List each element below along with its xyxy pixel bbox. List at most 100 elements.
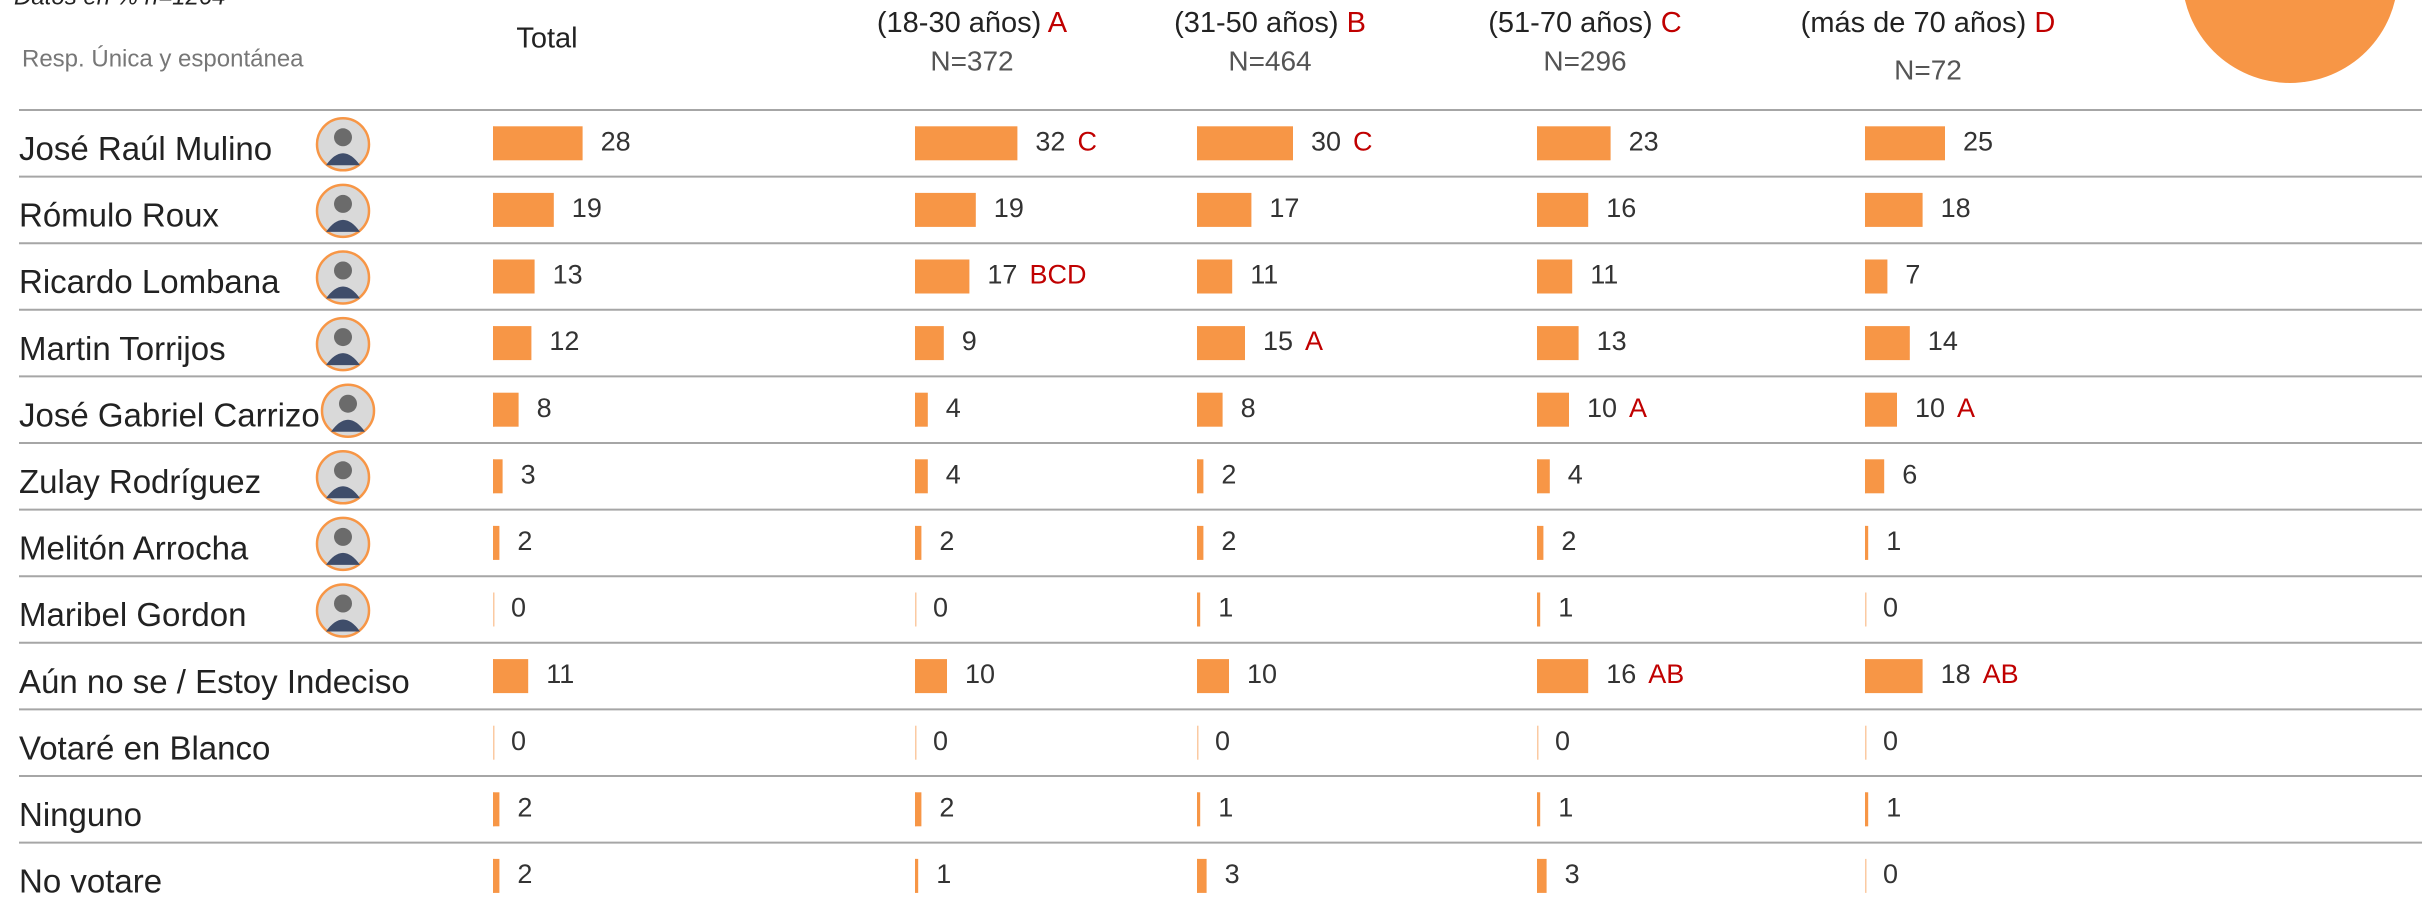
bar <box>1537 459 1550 494</box>
value-label: 4 <box>946 393 961 423</box>
bar <box>493 659 529 694</box>
bar <box>1865 659 1923 694</box>
row-label: Votaré en Blanco <box>19 729 270 766</box>
note: Datos en % n=1264 <box>14 0 226 10</box>
value-label: 18 <box>1941 193 1971 223</box>
column-header: (más de 70 años) D <box>1801 7 2056 39</box>
photo-body <box>331 419 365 432</box>
significance-label: AB <box>1648 659 1684 689</box>
bar <box>1865 259 1888 294</box>
significance-label: C <box>1077 126 1097 156</box>
bar <box>1537 659 1589 694</box>
bar <box>1197 525 1204 560</box>
value-label: 1 <box>1886 526 1901 556</box>
row-label: Martin Torrijos <box>19 330 226 367</box>
significance-label: BCD <box>1029 260 1086 290</box>
bar <box>1865 326 1910 361</box>
bar <box>1865 525 1869 560</box>
bar <box>915 392 928 427</box>
bar <box>1537 326 1579 361</box>
group-name: (31-50 años) <box>1174 7 1338 39</box>
value-label: 2 <box>1561 526 1576 556</box>
significance-label: AB <box>1983 659 2019 689</box>
value-label: 11 <box>546 659 574 689</box>
value-label: 1 <box>936 859 951 889</box>
photo-body <box>326 486 360 499</box>
photo-head <box>334 194 352 213</box>
significance-label: A <box>1305 326 1323 356</box>
photo-head <box>334 128 352 147</box>
bar <box>915 259 970 294</box>
bar <box>493 392 519 427</box>
value-label: 14 <box>1928 326 1958 356</box>
photo-head <box>339 394 357 413</box>
value-label: 1 <box>1886 792 1901 822</box>
bar <box>493 525 500 560</box>
row-label: José Gabriel Carrizo <box>19 396 320 433</box>
bar <box>1197 392 1223 427</box>
bar <box>1865 192 1923 227</box>
row-label: Maribel Gordon <box>19 596 246 633</box>
value-label: 17 <box>1269 193 1299 223</box>
row-label: Melitón Arrocha <box>19 530 249 567</box>
bar <box>493 326 532 361</box>
value-label: 12 <box>549 326 579 356</box>
value-label: 0 <box>511 726 526 756</box>
bar <box>1865 392 1897 427</box>
value-label: 10 <box>1247 659 1277 689</box>
significance-label: A <box>1957 393 1975 423</box>
bar <box>1197 792 1201 827</box>
group-letter: D <box>2034 7 2055 39</box>
value-label: 10 <box>1587 393 1617 423</box>
value-label: 25 <box>1963 126 1993 156</box>
value-label: 28 <box>601 126 631 156</box>
value-label: 3 <box>1565 859 1580 889</box>
value-label: 4 <box>946 459 961 489</box>
row-label: José Raúl Mulino <box>19 130 272 167</box>
bar <box>1197 126 1293 161</box>
value-label: 1 <box>1558 792 1573 822</box>
bar <box>1537 392 1569 427</box>
bar <box>1197 326 1245 361</box>
value-label: 0 <box>1883 593 1898 623</box>
bar <box>1197 858 1207 893</box>
bar <box>493 192 554 227</box>
group-name: (más de 70 años) <box>1801 7 2027 39</box>
value-label: 23 <box>1629 126 1659 156</box>
photo-head <box>334 461 352 480</box>
photo-head <box>334 328 352 347</box>
value-label: 1 <box>1218 792 1233 822</box>
bar <box>1865 459 1885 494</box>
value-label: 2 <box>517 526 532 556</box>
bar <box>493 792 500 827</box>
photo-head <box>334 261 352 280</box>
bar <box>1197 459 1204 494</box>
value-label: 0 <box>933 593 948 623</box>
value-label: 8 <box>537 393 552 423</box>
value-label: 11 <box>1590 260 1618 290</box>
value-label: 0 <box>1883 859 1898 889</box>
bar <box>493 259 535 294</box>
value-label: 2 <box>1221 459 1236 489</box>
value-label: 6 <box>1902 459 1917 489</box>
column-header: (51-70 años) C <box>1488 7 1681 39</box>
bar <box>1197 592 1201 627</box>
value-label: 2 <box>517 792 532 822</box>
bar <box>915 192 976 227</box>
group-n: N=296 <box>1543 45 1626 76</box>
photo-body <box>326 153 360 166</box>
group-n: N=464 <box>1228 45 1311 76</box>
value-label: 32 <box>1035 126 1065 156</box>
column-header: (31-50 años) B <box>1174 7 1366 39</box>
row-label: Zulay Rodríguez <box>19 463 261 500</box>
value-label: 3 <box>521 459 536 489</box>
significance-label: A <box>1629 393 1647 423</box>
value-label: 8 <box>1241 393 1256 423</box>
value-label: 17 <box>987 260 1017 290</box>
bar <box>1865 792 1869 827</box>
group-name: (51-70 años) <box>1488 7 1652 39</box>
group-letter: C <box>1661 7 1682 39</box>
value-label: 4 <box>1568 459 1583 489</box>
bar <box>1197 192 1252 227</box>
